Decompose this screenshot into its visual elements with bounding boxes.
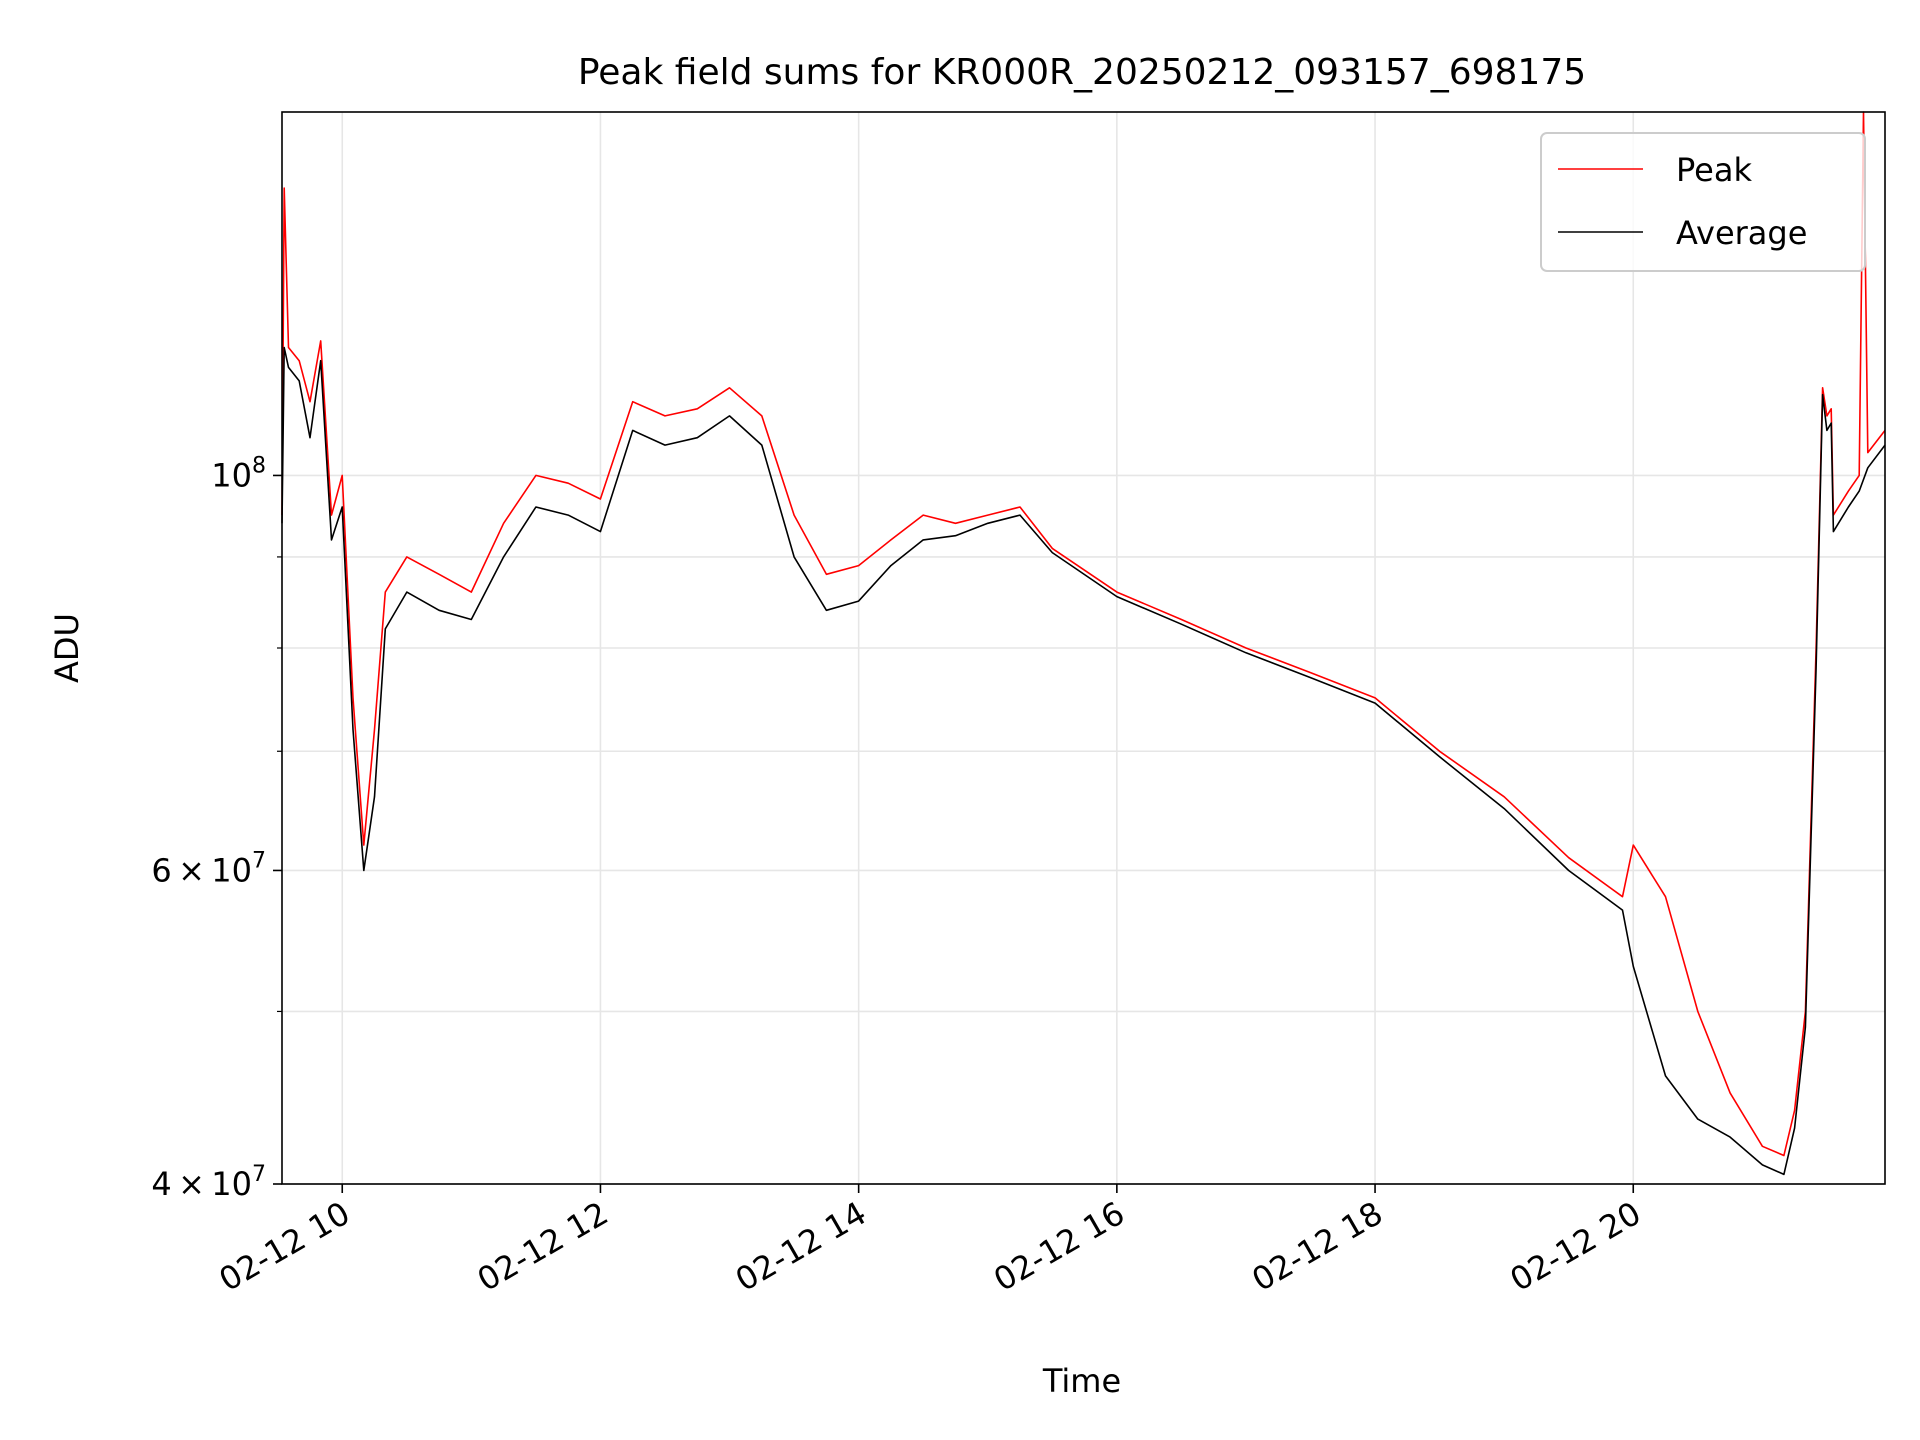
legend: Peak Average: [1540, 132, 1866, 272]
x-axis-label: Time: [1042, 1362, 1121, 1400]
y-tick-label: 4 × 107: [151, 1162, 266, 1203]
legend-label-average: Average: [1676, 214, 1807, 252]
legend-box: [1540, 132, 1866, 272]
y-tick-label: 6 × 107: [151, 848, 266, 889]
chart-title: Peak field sums for KR000R_20250212_0931…: [578, 52, 1586, 93]
series-layer: [281, 111, 1886, 1176]
y-axis-label: ADU: [48, 613, 86, 683]
series-line-average: [281, 346, 1886, 1176]
y-axis: 4 × 107 6 × 107 108: [151, 453, 282, 1203]
y-tick-label: 108: [211, 453, 266, 494]
legend-label-peak: Peak: [1676, 151, 1752, 189]
